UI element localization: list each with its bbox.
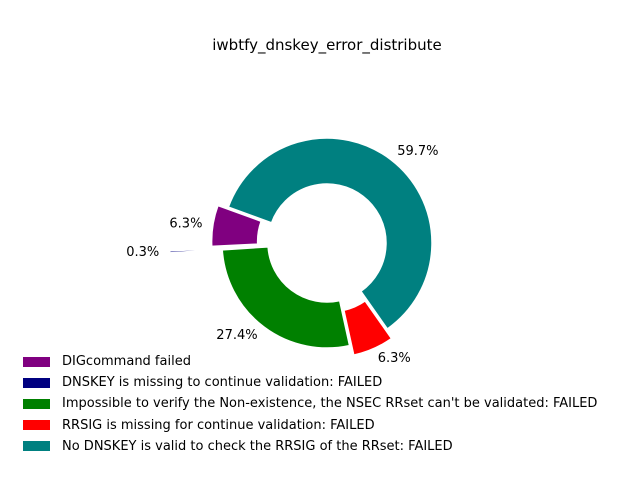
pie-slice <box>343 300 393 356</box>
legend-label: No DNSKEY is valid to check the RRSIG of… <box>62 438 453 454</box>
slice-percent-label: 27.4% <box>216 328 257 343</box>
legend-swatch <box>23 420 50 431</box>
legend-item: DIGcommand failed <box>23 351 597 372</box>
legend-item: DNSKEY is missing to continue validation… <box>23 372 597 393</box>
legend-swatch <box>23 377 50 388</box>
slice-percent-label: 0.3% <box>126 245 159 260</box>
pie-slice <box>227 137 433 330</box>
legend-label: DNSKEY is missing to continue validation… <box>62 375 383 391</box>
slice-percent-label: 6.3% <box>169 217 202 232</box>
legend-label: RRSIG is missing for continue validation… <box>62 417 375 433</box>
chart-title: iwbtfy_dnskey_error_distribute <box>212 36 442 55</box>
legend-item: No DNSKEY is valid to check the RRSIG of… <box>23 436 597 457</box>
slice-percent-label: 59.7% <box>397 144 438 159</box>
pie-slice <box>168 247 217 254</box>
legend-swatch <box>23 441 50 452</box>
legend-label: DIGcommand failed <box>62 354 191 370</box>
legend-item: Impossible to verify the Non-existence, … <box>23 393 597 414</box>
legend-item: RRSIG is missing for continue validation… <box>23 415 597 436</box>
pie-slice <box>221 246 351 349</box>
slice-percent-label: 6.3% <box>378 351 411 366</box>
pie-slice <box>210 204 262 248</box>
chart-legend: DIGcommand failed DNSKEY is missing to co… <box>23 351 597 457</box>
legend-swatch <box>23 356 50 367</box>
legend-label: Impossible to verify the Non-existence, … <box>62 396 598 412</box>
legend-swatch <box>23 398 50 409</box>
